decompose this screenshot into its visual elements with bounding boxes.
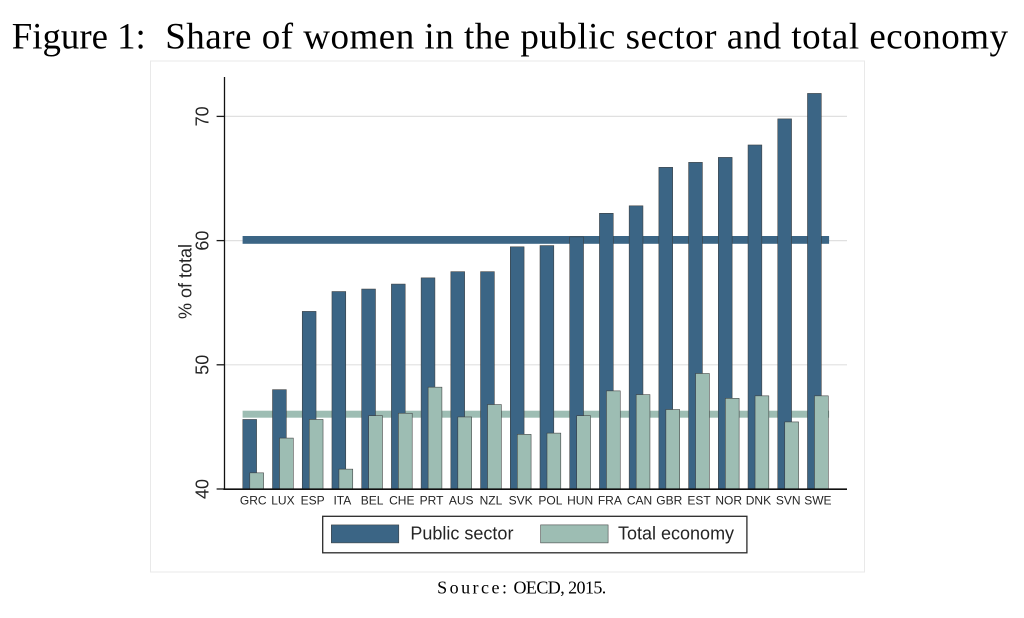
svg-text:CHE: CHE [389, 494, 414, 508]
svg-text:NZL: NZL [480, 494, 503, 508]
svg-text:70: 70 [193, 106, 213, 126]
svg-text:LUX: LUX [271, 494, 294, 508]
svg-text:POL: POL [538, 494, 562, 508]
svg-text:EST: EST [687, 494, 711, 508]
svg-text:PRT: PRT [420, 494, 444, 508]
svg-text:ITA: ITA [333, 494, 351, 508]
svg-text:% of total: % of total [176, 244, 196, 319]
svg-text:Total economy: Total economy [618, 523, 734, 543]
svg-text:60: 60 [193, 231, 213, 251]
svg-text:AUS: AUS [449, 494, 474, 508]
svg-text:FRA: FRA [598, 494, 622, 508]
svg-text:HUN: HUN [567, 494, 593, 508]
svg-text:NOR: NOR [715, 494, 742, 508]
svg-text:BEL: BEL [361, 494, 384, 508]
svg-text:Figure 1:: Figure 1: [12, 16, 146, 57]
svg-text:ESP: ESP [301, 494, 325, 508]
svg-text:SVK: SVK [509, 494, 533, 508]
svg-text:DNK: DNK [746, 494, 771, 508]
svg-text:40: 40 [193, 479, 213, 499]
svg-text:OECD, 2015.: OECD, 2015. [514, 578, 607, 598]
svg-text:50: 50 [193, 355, 213, 375]
svg-text:SWE: SWE [804, 494, 831, 508]
svg-text:CAN: CAN [627, 494, 652, 508]
svg-text:Public sector: Public sector [410, 523, 513, 543]
svg-text:SVN: SVN [776, 494, 801, 508]
svg-text:GRC: GRC [240, 494, 267, 508]
svg-text:Share of women in the public s: Share of women in the public sector and … [165, 16, 1008, 57]
svg-text:GBR: GBR [656, 494, 682, 508]
